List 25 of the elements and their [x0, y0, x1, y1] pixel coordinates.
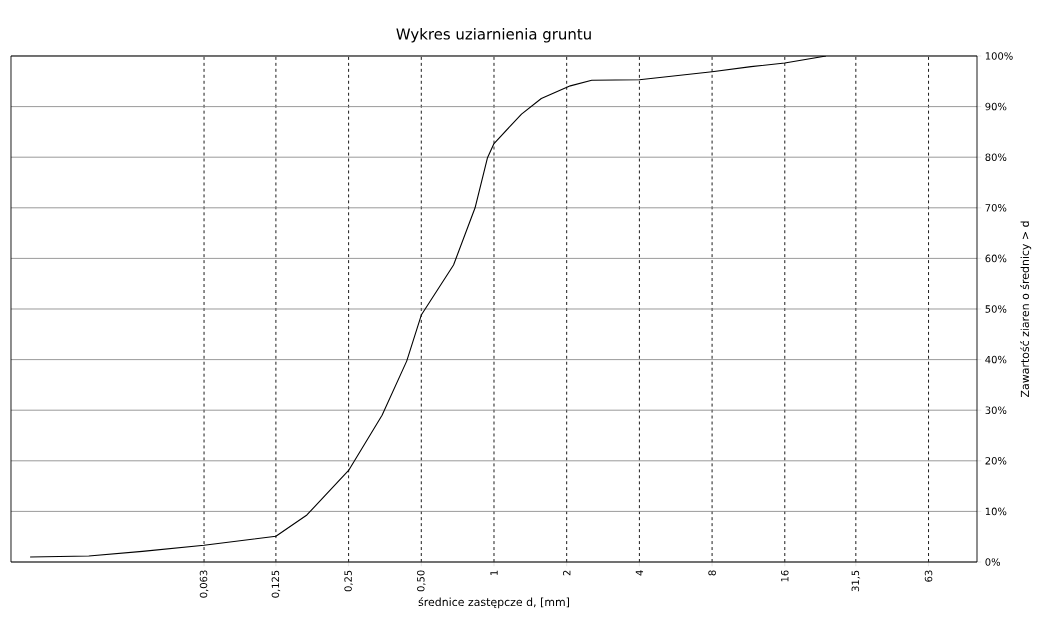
y-tick-label: 50%: [985, 305, 1007, 313]
x-tick-label: 1: [490, 570, 498, 576]
y-tick-label: 90%: [985, 102, 1007, 111]
y-tick-label: 70%: [985, 204, 1007, 212]
y-tick-label: 100%: [985, 52, 1013, 60]
chart-title: Wykres uziarnienia gruntu: [396, 28, 591, 43]
y-tick-label: 60%: [985, 254, 1007, 263]
y-tick-label: 40%: [985, 355, 1007, 364]
y-tick-label: 20%: [985, 457, 1007, 465]
x-tick-label: 63: [924, 570, 933, 582]
x-tick-label: 4: [635, 570, 644, 576]
y-tick-label: 0%: [985, 558, 1001, 566]
y-tick-label: 30%: [985, 406, 1007, 414]
y-tick-label: 10%: [985, 507, 1007, 516]
x-tick-label: 0,125: [271, 570, 281, 598]
x-axis-title: średnice zastępcze d, [mm]: [418, 597, 570, 609]
x-tick-label: 0,50: [417, 570, 426, 592]
x-tick-label: 8: [708, 570, 716, 576]
y-tick-label: 80%: [985, 153, 1007, 161]
x-tick-label: 16: [781, 570, 789, 582]
x-tick-label: 0,25: [344, 570, 353, 592]
x-tick-label: 2: [562, 570, 571, 576]
y-axis-title: Zawartość ziaren o średnicy > d: [1020, 221, 1032, 398]
x-tick-label: 0,063: [199, 570, 209, 598]
x-tick-label: 31,5: [851, 570, 861, 592]
